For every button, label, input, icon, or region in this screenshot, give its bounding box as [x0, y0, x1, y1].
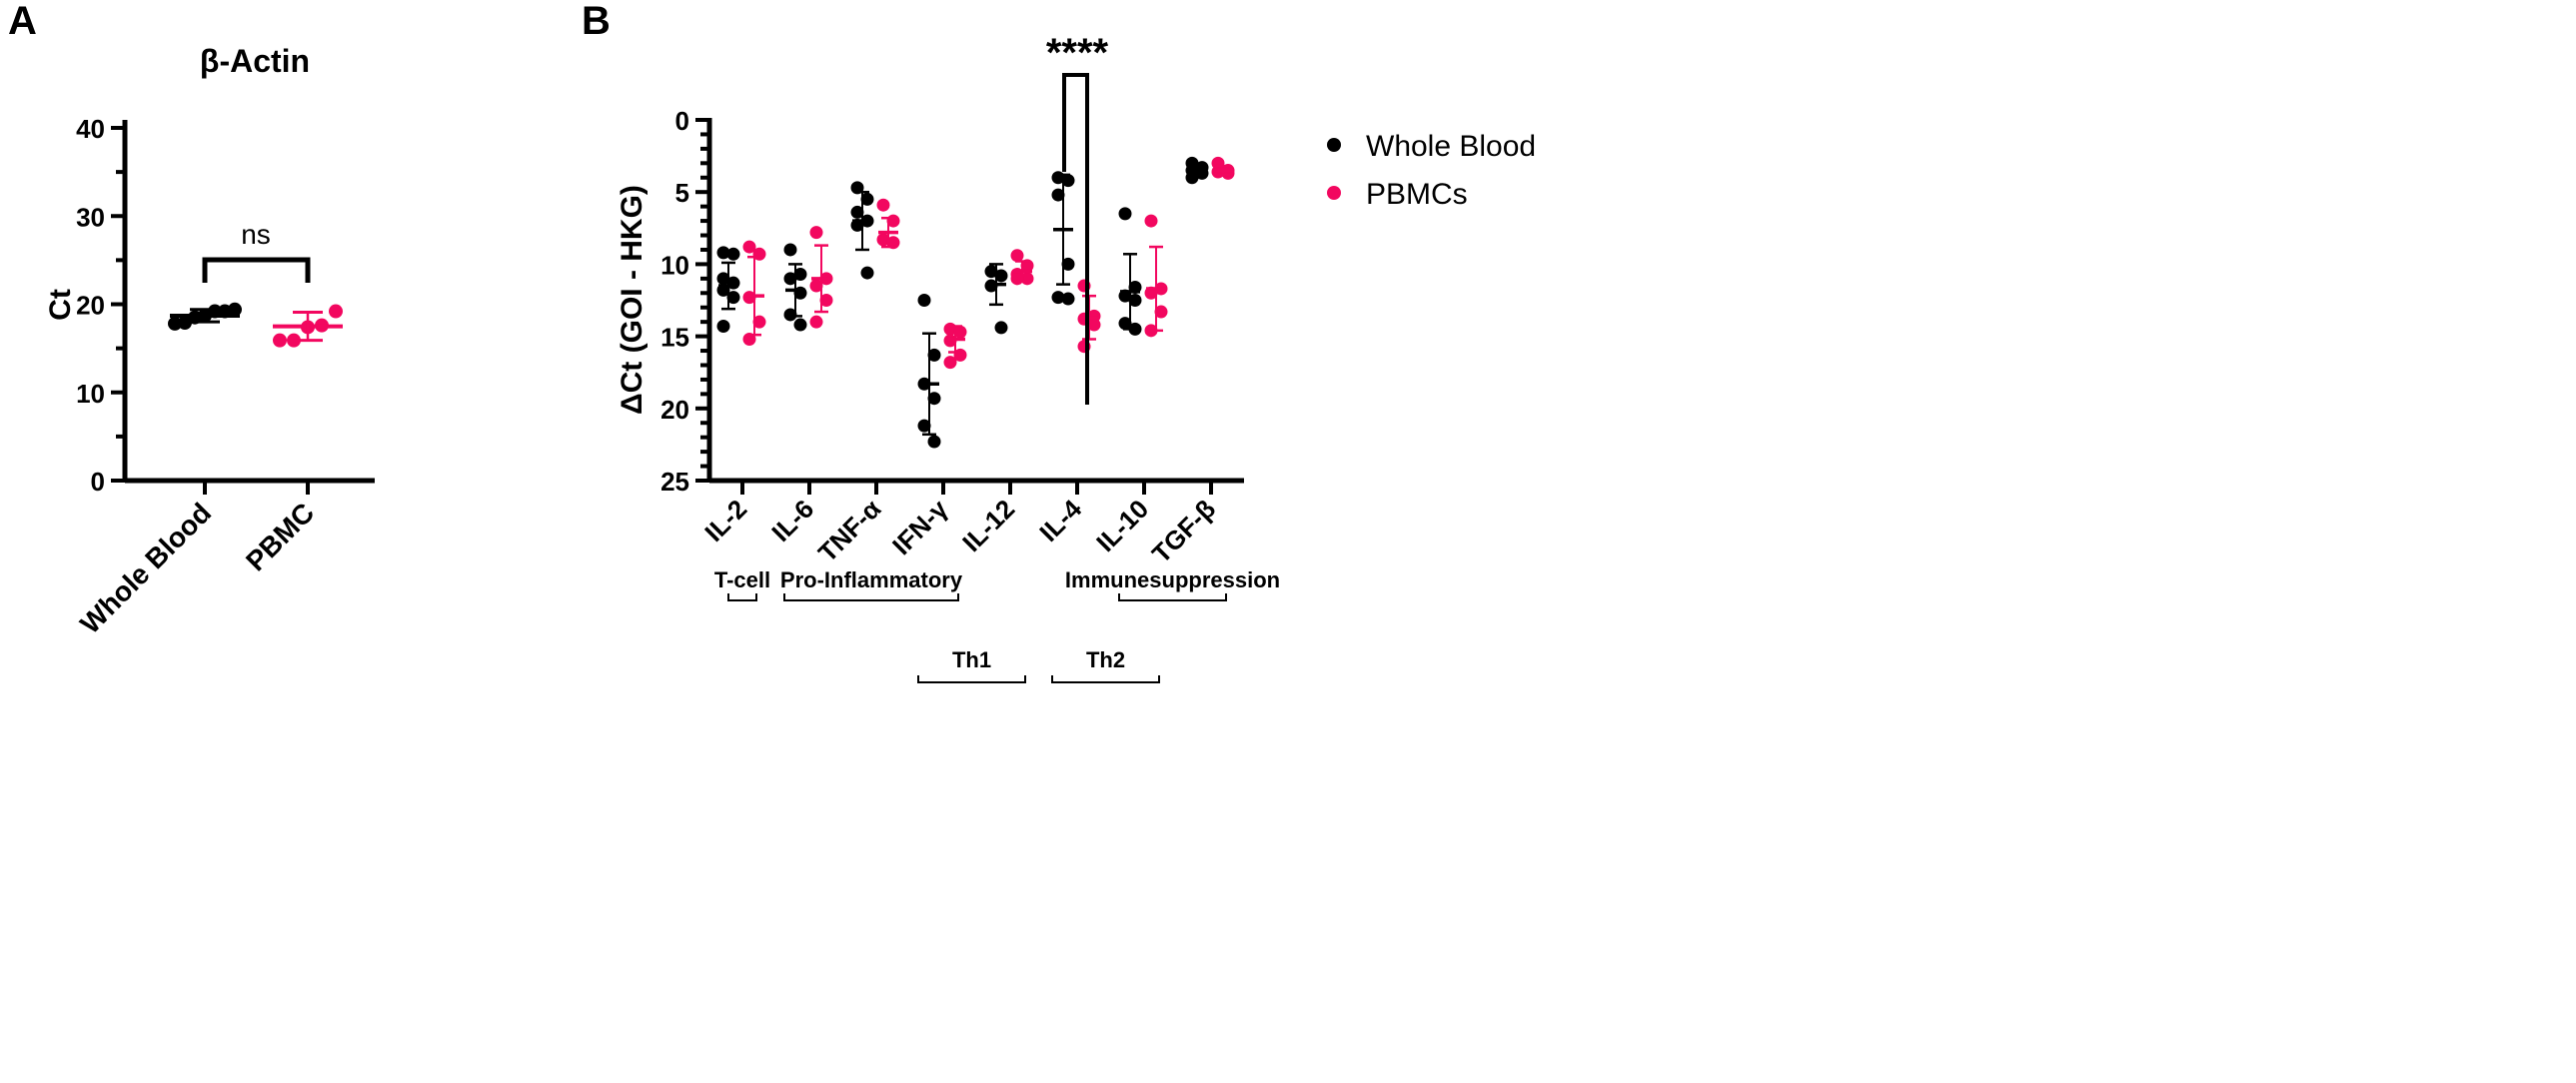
x-tick-label-a: Whole Blood [74, 497, 217, 639]
group-bracket [1118, 593, 1227, 601]
data-point-b [716, 319, 730, 333]
group-bracket [783, 593, 959, 601]
data-point-b [994, 269, 1008, 283]
data-point-a [168, 316, 182, 331]
legend-marker [1327, 138, 1341, 152]
y-tick-label-a: 0 [91, 467, 105, 497]
data-point-b [1118, 207, 1132, 221]
data-point-a [228, 302, 242, 317]
y-tick-label-b: 0 [675, 106, 689, 136]
data-point-b [819, 294, 833, 307]
data-point-b [809, 315, 823, 329]
legend-label: PBMCs [1366, 178, 1468, 211]
data-point-b [809, 226, 823, 240]
x-tick-label-b: IL-4 [1033, 494, 1087, 547]
data-point-b [1087, 318, 1101, 332]
data-point-b [927, 348, 941, 362]
y-tick-label-b: 20 [660, 395, 689, 425]
group-label: Th2 [1086, 647, 1125, 672]
data-point-b [917, 419, 931, 433]
data-point-b [1154, 305, 1168, 319]
y-tick-label-b: 10 [660, 250, 689, 280]
data-point-b [1010, 249, 1024, 263]
data-point-b [1051, 291, 1065, 305]
x-tick-label-a: PBMC [240, 497, 320, 576]
group-label: Immunesuppression [1065, 567, 1280, 592]
data-point-b [953, 325, 967, 339]
data-point-b [927, 392, 941, 406]
data-point-b [726, 291, 740, 305]
group-label: Pro-Inflammatory [780, 567, 963, 592]
data-point-b [1118, 317, 1132, 331]
data-point-b [1051, 188, 1065, 202]
y-tick-label-a: 30 [76, 202, 105, 232]
data-point-b [809, 279, 823, 293]
y-axis-label-b: ΔCt (GOI - HKG) [616, 185, 648, 415]
group-bracket [1051, 675, 1160, 683]
data-point-b [860, 266, 874, 280]
data-point-b [943, 356, 957, 370]
data-point-b [793, 318, 807, 332]
data-point-a [329, 304, 343, 319]
x-tick-label-b: TNF-α [812, 494, 886, 567]
data-point-b [726, 247, 740, 261]
panel-label-a: A [8, 0, 37, 43]
significance-bracket-a [202, 257, 311, 283]
data-point-b [876, 198, 890, 212]
significance-bracket-b [1062, 73, 1089, 405]
data-point-b [876, 233, 890, 247]
y-tick-label-b: 5 [675, 178, 689, 208]
x-tick-label-b: IFN-γ [886, 494, 954, 561]
data-point-b [783, 243, 797, 257]
data-point-b [1061, 257, 1075, 271]
y-tick-label-a: 20 [76, 291, 105, 321]
data-point-b [1061, 292, 1075, 306]
data-point-b [793, 268, 807, 282]
group-bracket [727, 593, 757, 601]
data-point-b [1061, 174, 1075, 188]
data-point-b [752, 315, 766, 329]
data-point-b [1128, 294, 1142, 307]
y-tick-label-b: 15 [660, 323, 689, 353]
legend-marker [1327, 186, 1341, 200]
panel-label-b: B [582, 0, 611, 43]
data-point-a [273, 333, 287, 348]
y-tick-label-b: 25 [660, 467, 689, 497]
data-point-b [783, 272, 797, 286]
significance-label-a: ns [241, 219, 271, 250]
x-tick-label-b: IL-2 [698, 494, 752, 547]
data-point-b [716, 246, 730, 260]
data-point-b [716, 272, 730, 286]
data-point-b [860, 192, 874, 206]
y-tick-label-a: 40 [76, 114, 105, 144]
data-point-b [742, 240, 756, 254]
group-label: T-cell [714, 567, 770, 592]
legend-label: Whole Blood [1366, 130, 1536, 163]
x-tick-label-b: TGF-β [1146, 494, 1221, 568]
y-axis-label-a: Ct [44, 289, 77, 321]
x-tick-label-b: IL-12 [956, 494, 1020, 557]
y-tick-label-a: 10 [76, 379, 105, 409]
x-tick-label-b: IL-6 [765, 494, 819, 547]
group-label: Th1 [952, 647, 991, 672]
data-point-b [927, 435, 941, 449]
data-point-b [783, 308, 797, 322]
significance-label-b: **** [1046, 31, 1109, 75]
chart-title-a: β-Actin [200, 43, 310, 79]
group-bracket [917, 675, 1026, 683]
data-point-b [994, 321, 1008, 335]
data-point-b [917, 294, 931, 307]
data-point-b [1144, 214, 1158, 228]
x-tick-label-b: IL-10 [1090, 494, 1154, 557]
data-point-b [850, 205, 864, 219]
data-point-b [984, 265, 998, 279]
